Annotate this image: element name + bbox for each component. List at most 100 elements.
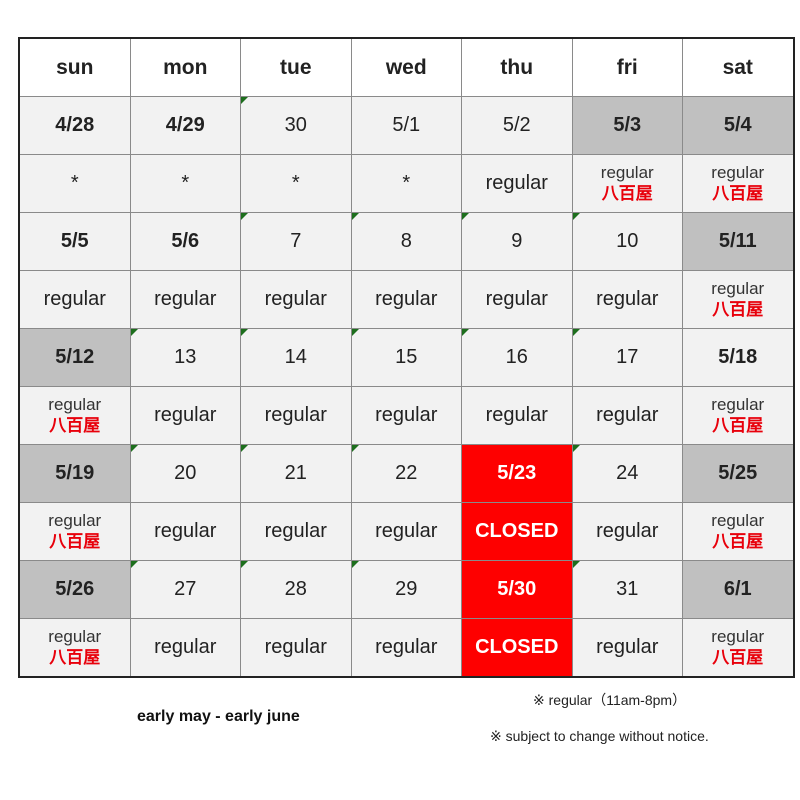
date-row: 5/12 13 14 15 16 17 5/18 bbox=[18, 328, 794, 387]
status-cell: regular 八百屋 bbox=[682, 270, 794, 329]
status-cell: regular bbox=[571, 270, 683, 329]
closed-status-cell: CLOSED bbox=[461, 502, 573, 561]
date-cell: 30 bbox=[240, 96, 352, 155]
date-row: 5/5 5/6 7 8 9 10 5/11 bbox=[18, 212, 794, 271]
status-cell: * bbox=[18, 154, 131, 213]
status-cell: regular bbox=[571, 618, 683, 678]
date-cell: 5/26 bbox=[18, 560, 131, 619]
status-cell: regular bbox=[240, 270, 352, 329]
status-cell: regular bbox=[129, 270, 241, 329]
status-cell: regular 八百屋 bbox=[18, 386, 131, 445]
period-caption: early may - early june bbox=[137, 708, 300, 725]
status-cell: regular bbox=[240, 618, 352, 678]
schedule-calendar: sun mon tue wed thu fri sat 4/28 4/29 30… bbox=[18, 37, 795, 678]
date-cell: 17 bbox=[571, 328, 683, 387]
status-text: regular bbox=[48, 511, 102, 531]
greengrocer-text: 八百屋 bbox=[712, 415, 764, 436]
date-cell: 22 bbox=[350, 444, 462, 503]
date-cell: 10 bbox=[571, 212, 683, 271]
date-cell: 5/19 bbox=[18, 444, 131, 503]
status-cell: regular bbox=[18, 270, 131, 329]
disclaimer-note: ※ subject to change without notice. bbox=[490, 728, 709, 744]
status-cell: regular bbox=[461, 386, 573, 445]
status-cell: regular 八百屋 bbox=[18, 502, 131, 561]
status-text: regular bbox=[711, 163, 765, 183]
closed-date-cell: 5/30 bbox=[461, 560, 573, 619]
date-cell: 5/4 bbox=[682, 96, 794, 155]
date-cell: 15 bbox=[350, 328, 462, 387]
greengrocer-text: 八百屋 bbox=[601, 183, 653, 204]
date-row: 4/28 4/29 30 5/1 5/2 5/3 5/4 bbox=[18, 96, 794, 155]
weekday-header-row: sun mon tue wed thu fri sat bbox=[18, 37, 794, 97]
status-cell: regular 八百屋 bbox=[682, 502, 794, 561]
date-cell: 4/28 bbox=[18, 96, 131, 155]
date-cell: 27 bbox=[129, 560, 241, 619]
header-fri: fri bbox=[571, 37, 683, 97]
header-tue: tue bbox=[240, 37, 352, 97]
status-cell: regular bbox=[571, 386, 683, 445]
status-row: regular regular regular regular regular … bbox=[18, 270, 794, 329]
status-cell: regular bbox=[240, 386, 352, 445]
status-text: regular bbox=[711, 395, 765, 415]
greengrocer-text: 八百屋 bbox=[712, 531, 764, 552]
date-cell: 6/1 bbox=[682, 560, 794, 619]
status-row: regular 八百屋 regular regular regular regu… bbox=[18, 386, 794, 445]
header-wed: wed bbox=[350, 37, 462, 97]
date-cell: 5/18 bbox=[682, 328, 794, 387]
date-cell: 5/5 bbox=[18, 212, 131, 271]
date-cell: 14 bbox=[240, 328, 352, 387]
status-text: regular bbox=[711, 627, 765, 647]
status-cell: regular bbox=[350, 502, 462, 561]
date-cell: 21 bbox=[240, 444, 352, 503]
date-cell: 5/6 bbox=[129, 212, 241, 271]
date-cell: 5/12 bbox=[18, 328, 131, 387]
status-text: regular bbox=[48, 627, 102, 647]
header-thu: thu bbox=[461, 37, 573, 97]
date-cell: 5/2 bbox=[461, 96, 573, 155]
status-text: regular bbox=[48, 395, 102, 415]
status-row: regular 八百屋 regular regular regular CLOS… bbox=[18, 502, 794, 561]
status-cell: regular 八百屋 bbox=[18, 618, 131, 678]
greengrocer-text: 八百屋 bbox=[712, 647, 764, 668]
status-cell: regular bbox=[240, 502, 352, 561]
status-cell: regular bbox=[350, 270, 462, 329]
status-row: regular 八百屋 regular regular regular CLOS… bbox=[18, 618, 794, 678]
date-cell: 29 bbox=[350, 560, 462, 619]
date-cell: 5/3 bbox=[571, 96, 683, 155]
date-cell: 5/1 bbox=[350, 96, 462, 155]
status-cell: regular bbox=[571, 502, 683, 561]
status-cell: regular bbox=[350, 618, 462, 678]
status-cell: regular 八百屋 bbox=[571, 154, 683, 213]
status-cell: regular bbox=[129, 386, 241, 445]
greengrocer-text: 八百屋 bbox=[49, 647, 101, 668]
header-sat: sat bbox=[682, 37, 794, 97]
date-cell: 20 bbox=[129, 444, 241, 503]
closed-status-cell: CLOSED bbox=[461, 618, 573, 678]
date-cell: 24 bbox=[571, 444, 683, 503]
status-cell: regular bbox=[129, 618, 241, 678]
status-cell: * bbox=[240, 154, 352, 213]
status-text: regular bbox=[600, 163, 654, 183]
date-cell: 13 bbox=[129, 328, 241, 387]
date-cell: 7 bbox=[240, 212, 352, 271]
date-cell: 28 bbox=[240, 560, 352, 619]
status-cell: * bbox=[350, 154, 462, 213]
date-row: 5/26 27 28 29 5/30 31 6/1 bbox=[18, 560, 794, 619]
date-cell: 8 bbox=[350, 212, 462, 271]
date-row: 5/19 20 21 22 5/23 24 5/25 bbox=[18, 444, 794, 503]
status-cell: regular 八百屋 bbox=[682, 618, 794, 678]
closed-date-cell: 5/23 bbox=[461, 444, 573, 503]
status-text: regular bbox=[711, 279, 765, 299]
greengrocer-text: 八百屋 bbox=[49, 531, 101, 552]
date-cell: 5/25 bbox=[682, 444, 794, 503]
status-text: regular bbox=[711, 511, 765, 531]
header-mon: mon bbox=[129, 37, 241, 97]
status-row: * * * * regular regular 八百屋 regular 八百屋 bbox=[18, 154, 794, 213]
date-cell: 16 bbox=[461, 328, 573, 387]
status-cell: regular 八百屋 bbox=[682, 154, 794, 213]
date-cell: 9 bbox=[461, 212, 573, 271]
hours-note: ※ regular（11am-8pm） bbox=[533, 692, 687, 708]
date-cell: 4/29 bbox=[129, 96, 241, 155]
status-cell: regular bbox=[461, 154, 573, 213]
date-cell: 31 bbox=[571, 560, 683, 619]
